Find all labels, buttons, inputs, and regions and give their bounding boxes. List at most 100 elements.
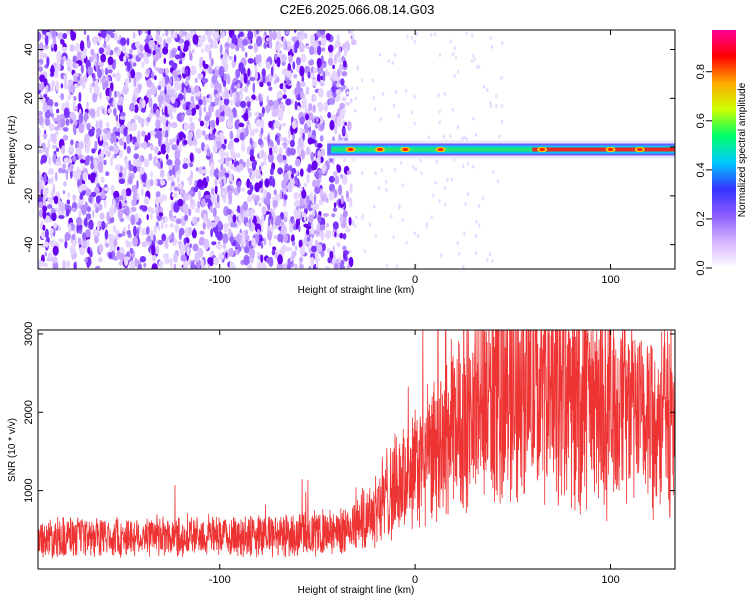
noise-cell	[148, 206, 153, 213]
noise-cell	[183, 237, 187, 245]
noise-cell	[380, 168, 383, 173]
signal-peak-center	[347, 147, 354, 152]
noise-cell	[206, 218, 211, 230]
colorbar-ticks: 0.0 0.2 0.4 0.6 0.8	[695, 64, 712, 276]
noise-cell	[245, 84, 248, 94]
noise-cell	[454, 55, 458, 60]
noise-cell	[48, 155, 52, 166]
noise-cell	[165, 129, 169, 139]
signal-peak-center	[607, 147, 614, 152]
noise-cell	[40, 154, 48, 164]
noise-cell	[328, 175, 335, 183]
noise-cell	[339, 262, 344, 269]
y-tick-label: 2000	[23, 400, 35, 424]
noise-cell	[331, 70, 337, 80]
noise-cell	[252, 82, 256, 94]
noise-cell	[246, 158, 250, 170]
noise-cell	[157, 240, 164, 245]
noise-cell	[307, 118, 312, 128]
noise-cell	[94, 186, 100, 195]
noise-cell	[486, 88, 489, 93]
noise-cell	[297, 193, 302, 198]
noise-cell	[332, 171, 338, 177]
noise-cell	[333, 202, 337, 208]
noise-cell	[291, 173, 294, 179]
noise-cell	[164, 86, 167, 95]
noise-cell	[404, 89, 408, 94]
noise-cell	[151, 245, 156, 256]
noise-cell	[116, 73, 121, 79]
noise-cell	[225, 252, 228, 259]
noise-cell	[300, 81, 306, 88]
noise-cell	[150, 213, 153, 220]
noise-cell	[161, 76, 166, 88]
noise-cell	[102, 128, 108, 134]
noise-cell	[328, 97, 336, 105]
noise-cell	[333, 54, 338, 65]
noise-cell	[291, 250, 296, 260]
noise-cell	[317, 150, 322, 159]
noise-cell	[474, 132, 478, 137]
noise-cell	[63, 83, 69, 90]
noise-cell	[116, 203, 120, 211]
noise-cell	[303, 32, 308, 39]
noise-cell	[296, 56, 301, 66]
noise-cell	[58, 225, 61, 232]
noise-cell	[148, 40, 155, 48]
noise-cell	[141, 130, 146, 137]
noise-cell	[302, 129, 306, 134]
noise-cell	[154, 195, 160, 206]
noise-cell	[211, 193, 214, 203]
noise-cell	[60, 92, 64, 101]
noise-cell	[183, 192, 190, 201]
noise-cell	[38, 136, 41, 147]
noise-cell	[42, 224, 46, 231]
noise-cell	[247, 167, 253, 174]
noise-cell	[192, 101, 196, 109]
noise-cell	[133, 153, 140, 160]
noise-cell	[214, 202, 221, 209]
noise-cell	[202, 130, 206, 136]
noise-cell	[63, 74, 68, 84]
noise-cell	[307, 112, 314, 121]
noise-cell	[47, 196, 52, 204]
y-tick-label: 0	[23, 144, 35, 150]
noise-cell	[413, 94, 416, 99]
noise-cell	[112, 73, 117, 78]
noise-cell	[128, 160, 131, 168]
noise-cell	[350, 30, 354, 34]
noise-cell	[153, 44, 157, 52]
noise-cell	[231, 151, 237, 161]
noise-cell	[325, 222, 330, 228]
noise-cell	[123, 141, 127, 150]
noise-cell	[405, 240, 408, 245]
noise-cell	[51, 144, 58, 149]
noise-cell	[211, 241, 217, 246]
noise-cell	[97, 61, 104, 66]
noise-cell	[319, 30, 326, 35]
noise-cell	[346, 264, 351, 269]
noise-cell	[257, 138, 263, 146]
noise-cell	[294, 175, 298, 182]
noise-cell	[192, 34, 199, 45]
noise-cell	[244, 246, 250, 254]
noise-cell	[169, 185, 173, 193]
noise-cell	[211, 75, 218, 84]
noise-cell	[185, 33, 190, 40]
noise-cell	[67, 79, 74, 85]
noise-cell	[139, 30, 143, 35]
noise-cell	[53, 43, 58, 52]
noise-cell	[401, 218, 404, 223]
noise-cell	[161, 233, 167, 242]
noise-cell	[173, 263, 177, 269]
noise-cell	[55, 63, 61, 72]
noise-cell	[112, 99, 116, 109]
noise-cell	[57, 118, 62, 129]
snr-panel: -100 0 100 1000 2000 3000 Height of straight…	[7, 322, 676, 596]
noise-cell	[224, 42, 229, 47]
noise-cell	[334, 231, 337, 238]
noise-cell	[495, 104, 498, 109]
noise-cell	[334, 175, 340, 185]
noise-cell	[242, 38, 249, 46]
noise-cell	[282, 94, 287, 100]
